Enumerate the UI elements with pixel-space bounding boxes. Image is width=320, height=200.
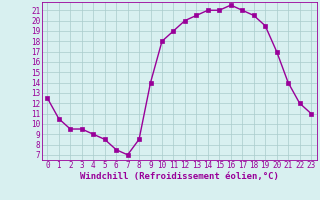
X-axis label: Windchill (Refroidissement éolien,°C): Windchill (Refroidissement éolien,°C): [80, 172, 279, 181]
